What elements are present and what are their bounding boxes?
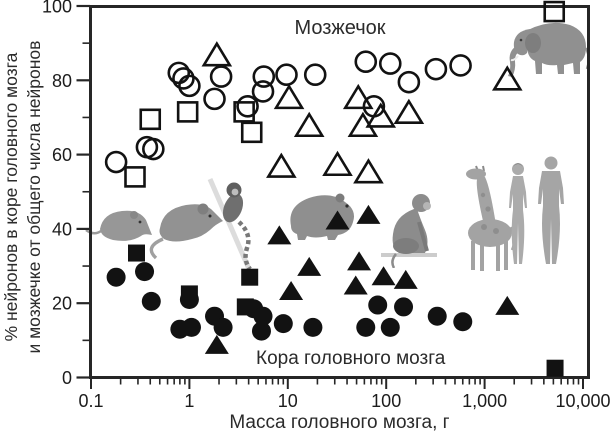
x-axis-label: Масса головного мозга, г <box>229 412 450 433</box>
x-tick-label: 0.1 <box>78 391 103 411</box>
cortex-circles-point <box>213 317 233 337</box>
cerebellum-circles-point <box>275 63 298 87</box>
y-tick-label: 0 <box>62 368 72 388</box>
cortex-circles-point <box>356 317 376 337</box>
cerebellum-squares-point <box>233 101 255 123</box>
rat-image <box>149 203 223 260</box>
cerebellum-triangles-point <box>266 152 297 178</box>
x-tick-label: 10,000 <box>555 391 610 411</box>
cerebellum-triangles-point <box>365 102 397 128</box>
cortex-circles-point <box>253 306 273 326</box>
shrew-image <box>85 210 152 241</box>
cortex-triangles-point <box>279 281 304 301</box>
y-axis-label-line1: % нейронов в коре головного мозга <box>1 52 21 342</box>
cerebellum-squares-point <box>124 166 146 188</box>
y-axis-label-line2: и мозжечке от общего числа нейронов <box>24 40 44 354</box>
y-tick-label: 60 <box>52 145 72 165</box>
cerebellum-circles-point <box>378 52 402 75</box>
cerebellum-triangles-point <box>353 158 384 184</box>
cortex-circles-point <box>106 267 126 287</box>
cortex-circles-point <box>368 295 388 315</box>
cortex-circles-point <box>251 321 271 341</box>
cerebellum-circles-point <box>397 70 421 94</box>
cortex-triangles-point <box>347 251 372 271</box>
cortex-circles-point <box>453 312 473 332</box>
cortex-circles-point <box>427 306 447 326</box>
macaque-image <box>381 194 437 268</box>
cortex-triangles-point <box>356 204 381 224</box>
cortex-circles-point <box>135 262 155 282</box>
cortex-triangles-point <box>204 334 229 354</box>
x-tick-label: 100 <box>371 391 401 411</box>
cortex-triangles-point <box>267 225 292 245</box>
cortex-triangles-point <box>371 266 396 286</box>
cerebellum-circles-point <box>251 80 275 103</box>
cortex-triangles-point <box>343 275 368 295</box>
cerebellum-squares-point <box>543 0 566 23</box>
x-tick-label: 1 <box>184 391 194 411</box>
cerebellum-triangles-point <box>293 111 325 138</box>
plot-frame <box>89 5 590 379</box>
cerebellum-group-label: Мозжечок <box>294 17 386 39</box>
y-tick-label: 100 <box>42 0 72 17</box>
y-tick-label: 40 <box>52 219 72 239</box>
cortex-squares-point <box>241 268 259 286</box>
cerebellum-circles-point <box>172 67 195 90</box>
cortex-circles-point <box>141 291 161 311</box>
cortex-triangles-point <box>393 269 418 289</box>
cerebellum-circles-point <box>424 57 448 81</box>
cortex-triangles-point <box>495 295 520 315</box>
cortex-triangles-point <box>325 210 350 230</box>
cortex-squares-point <box>236 298 254 316</box>
cortex-squares-point <box>180 285 198 303</box>
cerebellum-circles-point <box>236 95 259 118</box>
cortex-circles-point <box>181 317 201 337</box>
cortex-circles-point <box>380 317 400 337</box>
cerebellum-circles-point <box>252 65 276 88</box>
y-tick-label: 80 <box>52 71 72 91</box>
cortex-triangles-point <box>297 256 322 276</box>
cerebellum-circles-point <box>178 74 201 98</box>
cortex-squares-point <box>127 244 145 262</box>
cortex-circles-point <box>303 317 323 337</box>
marmoset-image <box>207 178 252 271</box>
cortex-circles-point <box>394 297 414 317</box>
cerebellum-squares-point <box>139 108 162 131</box>
cerebellum-circles-point <box>203 87 226 111</box>
cerebellum-squares-point <box>240 121 263 144</box>
cerebellum-triangles-point <box>273 83 305 110</box>
cerebellum-circles-point <box>209 65 233 88</box>
y-tick-label: 20 <box>52 294 72 314</box>
cerebellum-circles-point <box>167 61 191 85</box>
cerebellum-circles-point <box>104 150 128 174</box>
man-image <box>538 156 564 264</box>
cerebellum-triangles-point <box>342 83 374 110</box>
cerebellum-circles-point <box>449 54 472 77</box>
cerebellum-squares-point <box>176 101 199 123</box>
cerebellum-circles-point <box>142 137 165 161</box>
cerebellum-circles-point <box>303 63 327 87</box>
cortex-squares-point <box>546 359 564 377</box>
giraffe-image <box>466 165 514 271</box>
cortex-group-label: Кора головного мозга <box>256 348 446 369</box>
cerebellum-triangles-point <box>201 41 233 67</box>
cortex-circles-point <box>273 314 293 334</box>
x-tick-label: 10 <box>278 391 298 411</box>
cerebellum-triangles-point <box>322 150 353 177</box>
x-tick-label: 1,000 <box>462 391 507 411</box>
cerebellum-triangles-point <box>393 98 425 125</box>
cerebellum-triangles-point <box>491 65 523 91</box>
woman-image <box>509 163 527 264</box>
elephant-image <box>508 22 590 77</box>
cerebellum-circles-point <box>354 50 378 74</box>
